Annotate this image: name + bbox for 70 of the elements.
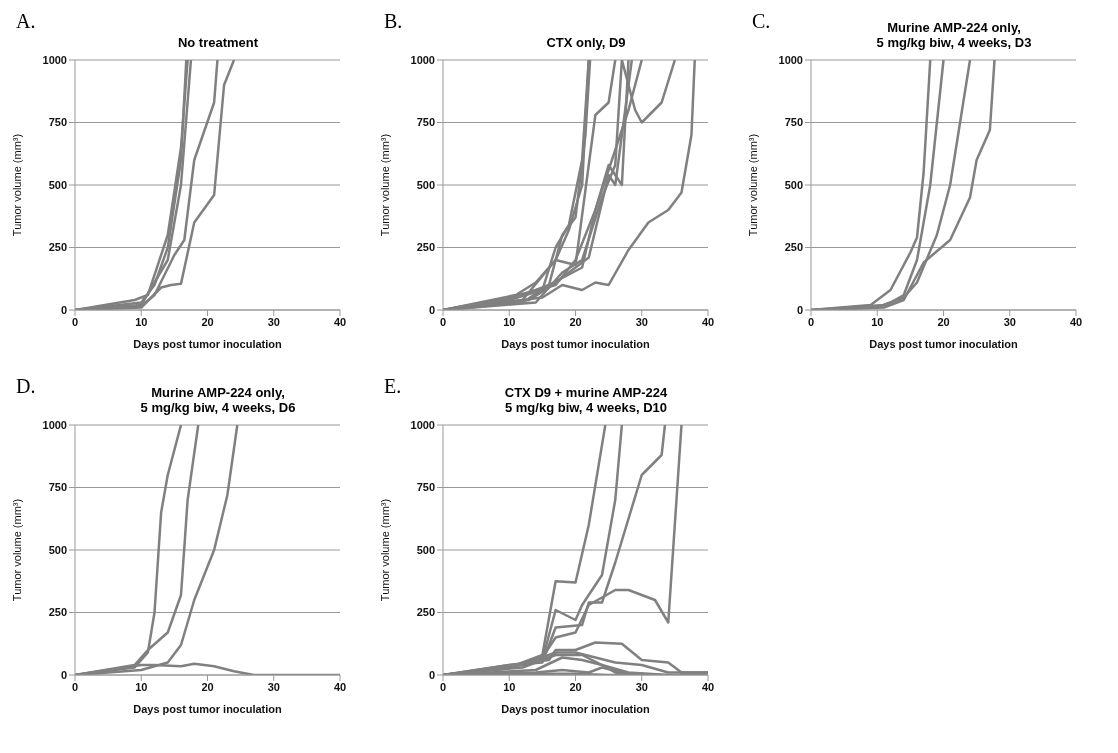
y-tick-label: 250 <box>784 241 803 254</box>
x-tick-label: 40 <box>333 315 347 328</box>
x-axis-title: Days post tumor inoculation <box>501 703 651 715</box>
text: B. <box>384 10 403 33</box>
y-tick-label: 250 <box>416 606 435 619</box>
x-axis-title: Days post tumor inoculation <box>869 338 1019 350</box>
y-tick-label: 1000 <box>778 53 803 66</box>
text: A. <box>16 10 36 33</box>
y-tick-label: 750 <box>48 116 67 129</box>
y-tick-label: 0 <box>60 668 67 681</box>
x-tick-label: 30 <box>635 315 648 328</box>
x-tick-label: 0 <box>439 680 447 693</box>
x-tick-label: 20 <box>569 680 582 693</box>
x-tick-label: 30 <box>267 315 280 328</box>
y-axis-title: Tumor volume (mm³) <box>746 133 759 237</box>
x-tick-label: 30 <box>635 680 648 693</box>
y-axis-title: Tumor volume (mm³) <box>10 498 23 602</box>
x-axis-title: Days post tumor inoculation <box>501 338 651 350</box>
y-tick-label: 250 <box>416 241 435 254</box>
x-tick-label: 10 <box>503 680 516 693</box>
y-tick-label: 250 <box>48 241 67 254</box>
x-tick-label: 20 <box>937 315 950 328</box>
y-tick-label: 500 <box>416 178 435 191</box>
x-tick-label: 20 <box>569 315 582 328</box>
y-tick-label: 0 <box>428 303 435 316</box>
y-tick-label: 500 <box>784 178 803 191</box>
x-tick-label: 10 <box>135 680 148 693</box>
x-tick-label: 40 <box>701 680 715 693</box>
y-axis-title: Tumor volume (mm³) <box>378 498 391 602</box>
y-tick-label: 0 <box>60 303 67 316</box>
y-tick-label: 1000 <box>42 418 67 431</box>
y-tick-label: 1000 <box>410 53 435 66</box>
x-axis-title: Days post tumor inoculation <box>133 338 283 350</box>
y-tick-label: 750 <box>416 481 435 494</box>
x-tick-label: 0 <box>807 315 815 328</box>
chart-title: Murine AMP-224 only, 5 mg/kg biw, 4 weeks, D6 <box>140 385 296 415</box>
x-tick-label: 30 <box>267 680 280 693</box>
text: C. <box>752 10 771 33</box>
y-tick-label: 750 <box>48 481 67 494</box>
x-tick-label: 0 <box>439 315 447 328</box>
y-axis-title: Tumor volume (mm³) <box>378 133 391 237</box>
text: D. <box>16 375 36 398</box>
y-tick-label: 500 <box>48 178 67 191</box>
x-tick-label: 20 <box>201 315 214 328</box>
y-tick-label: 750 <box>416 116 435 129</box>
y-tick-label: 750 <box>784 116 803 129</box>
x-tick-label: 20 <box>201 680 214 693</box>
x-tick-label: 10 <box>871 315 884 328</box>
x-tick-label: 0 <box>71 680 79 693</box>
x-tick-label: 40 <box>1069 315 1083 328</box>
chart-title: CTX D9 + murine AMP-224 5 mg/kg biw, 4 weeks, D10 <box>504 385 668 415</box>
x-tick-label: 10 <box>135 315 148 328</box>
y-tick-label: 1000 <box>42 53 67 66</box>
y-tick-label: 250 <box>48 606 67 619</box>
x-axis-title: Days post tumor inoculation <box>133 703 283 715</box>
y-tick-label: 0 <box>796 303 803 316</box>
chart-title: Murine AMP-224 only, 5 mg/kg biw, 4 weeks, D3 <box>876 20 1032 50</box>
y-axis-title: Tumor volume (mm³) <box>10 133 23 237</box>
x-tick-label: 30 <box>1003 315 1016 328</box>
x-tick-label: 0 <box>71 315 79 328</box>
text: E. <box>384 375 402 398</box>
chart-title: No treatment <box>177 35 259 50</box>
x-tick-label: 40 <box>701 315 715 328</box>
chart-title: CTX only, D9 <box>546 35 626 50</box>
x-tick-label: 40 <box>333 680 347 693</box>
y-tick-label: 500 <box>416 543 435 556</box>
x-tick-label: 10 <box>503 315 516 328</box>
y-tick-label: 0 <box>428 668 435 681</box>
y-tick-label: 500 <box>48 543 67 556</box>
y-tick-label: 1000 <box>410 418 435 431</box>
